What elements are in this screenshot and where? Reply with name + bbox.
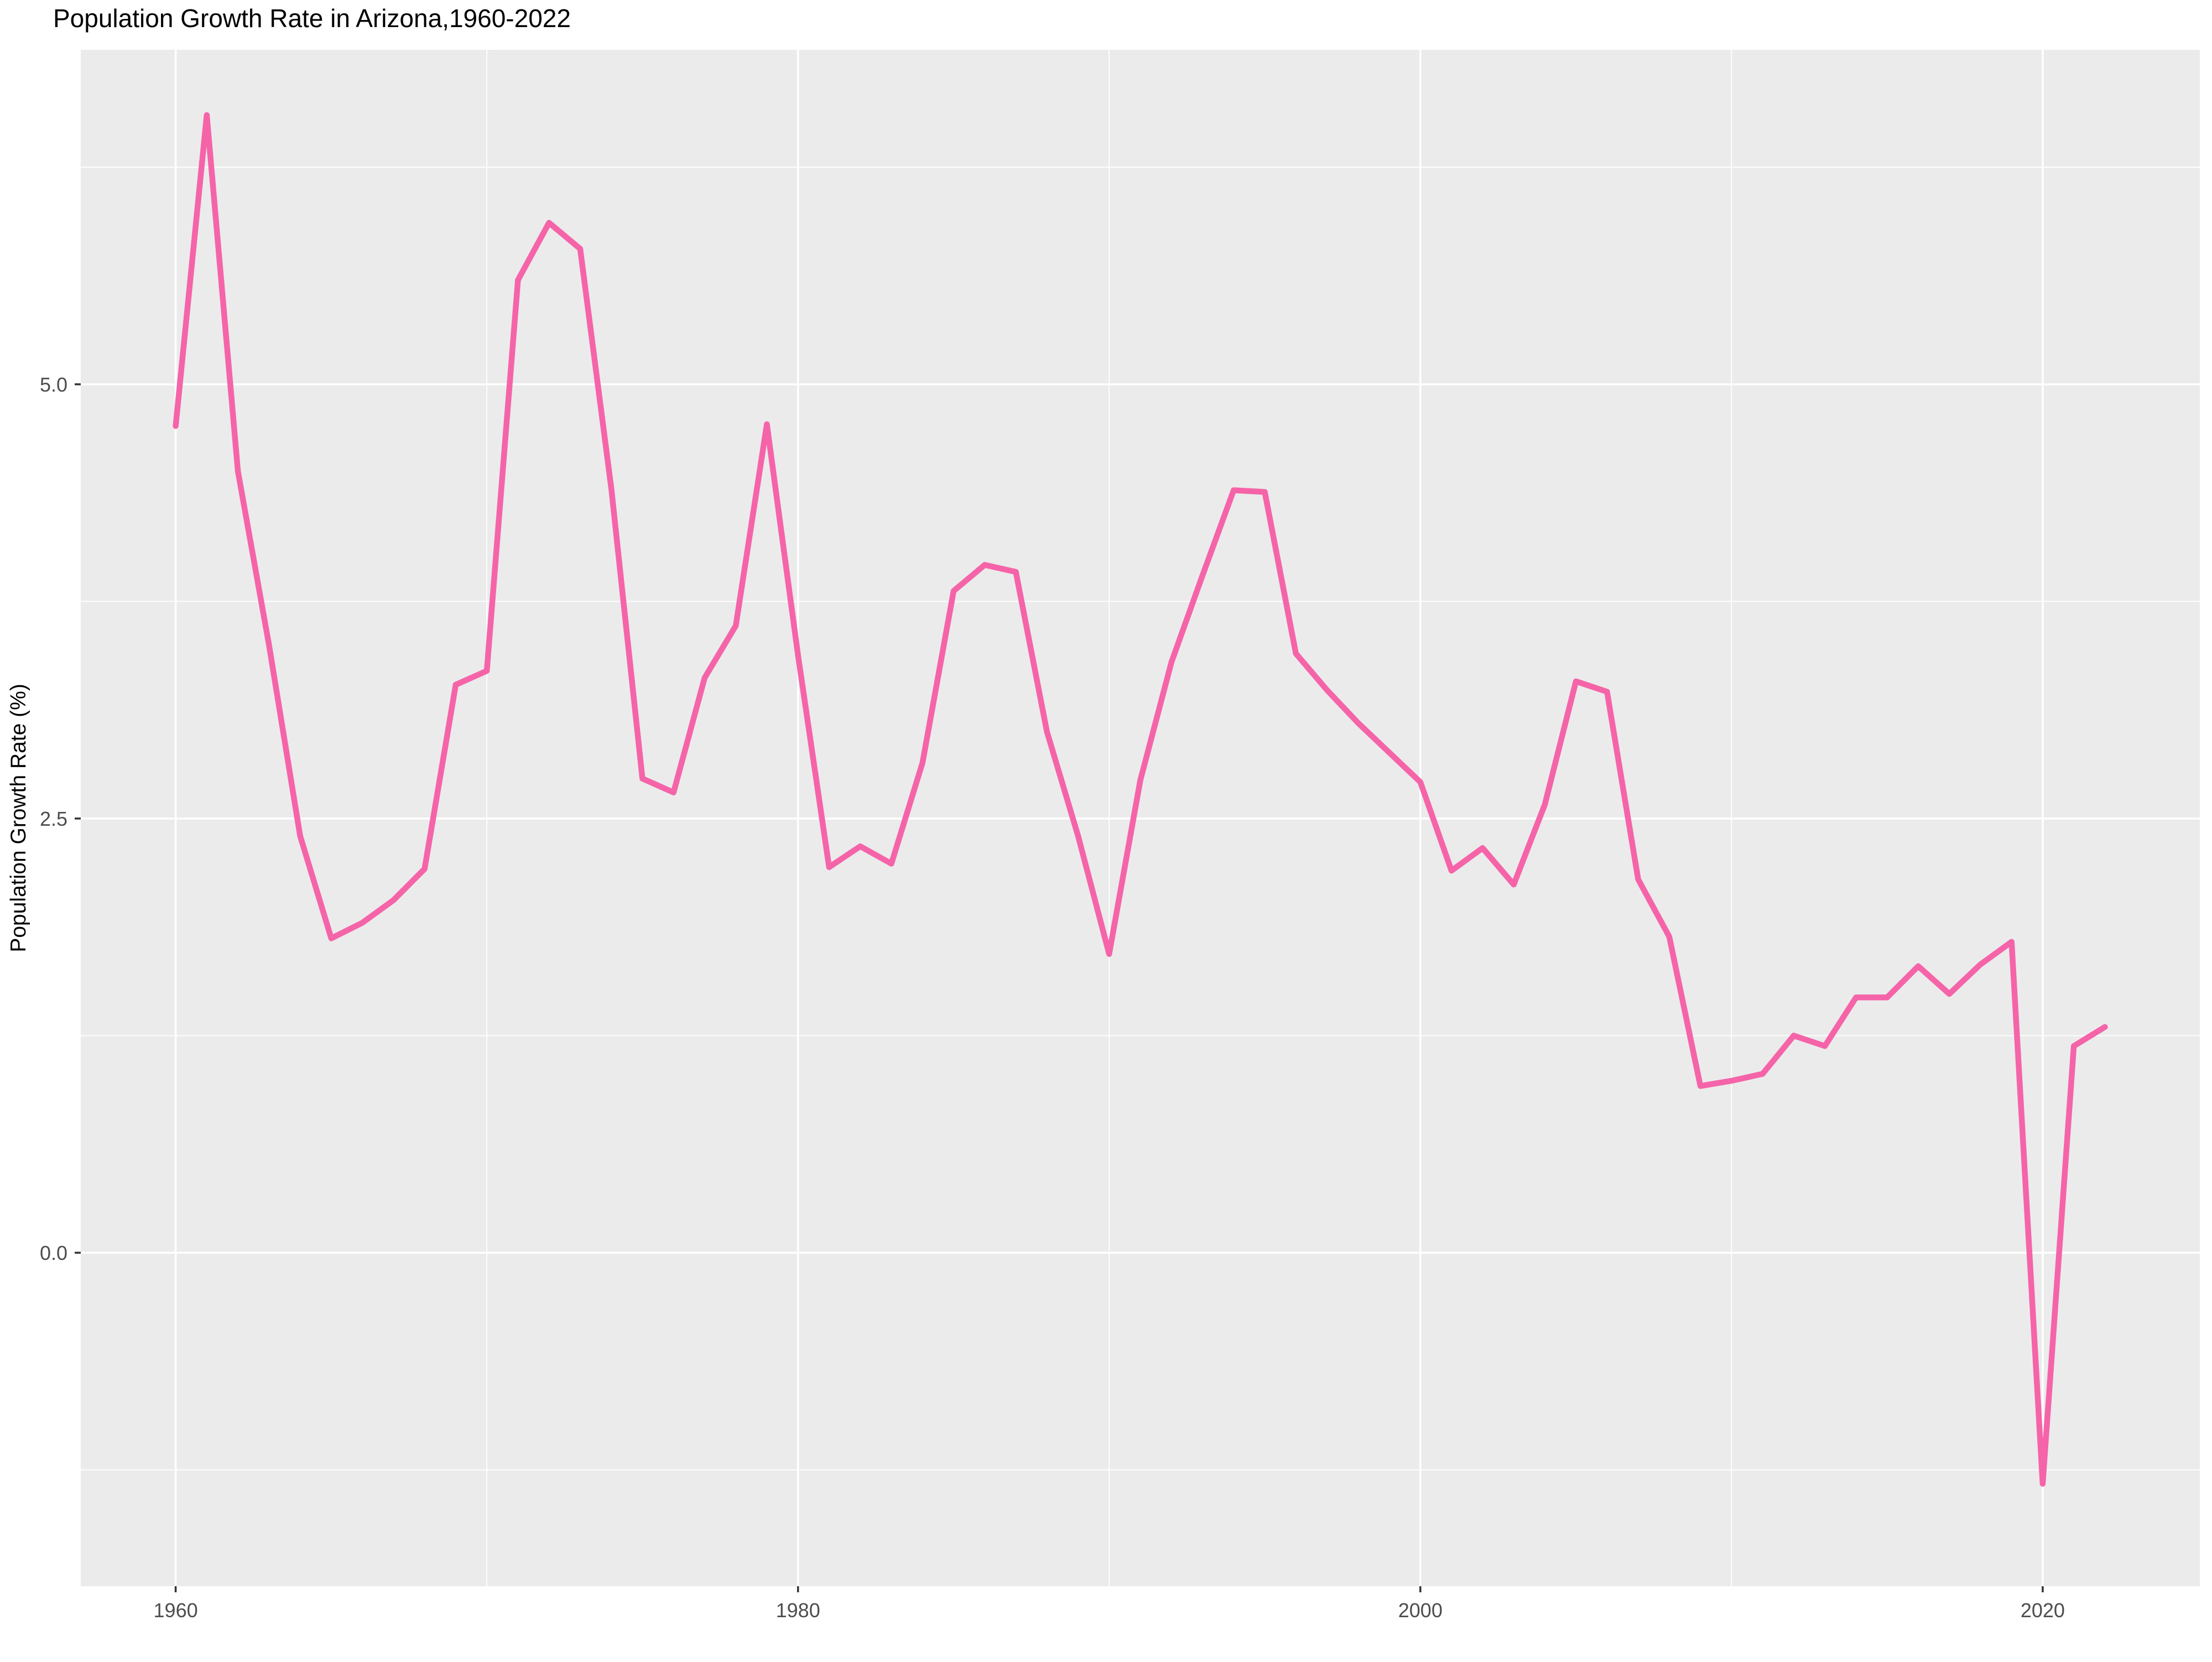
y-axis-label: Population Growth Rate (%) [7,684,30,952]
x-axis-tick-labels: 1960 1980 2000 2020 [154,1599,2065,1622]
chart-title: Population Growth Rate in Arizona,1960-2… [53,4,571,33]
x-tick-label: 1960 [154,1599,198,1622]
y-tick-label: 2.5 [40,807,67,830]
major-gridlines [81,50,2200,1586]
y-axis-tick-labels: 5.0 2.5 0.0 [40,373,67,1264]
x-tick-label: 2000 [1398,1599,1443,1622]
y-tick-label: 5.0 [40,373,67,396]
data-line-population-growth [173,112,2108,1487]
x-tick-label: 1980 [776,1599,820,1622]
y-tick-label: 0.0 [40,1242,67,1264]
x-tick-label: 2020 [2021,1599,2065,1622]
axis-tick-marks [75,383,2044,1592]
